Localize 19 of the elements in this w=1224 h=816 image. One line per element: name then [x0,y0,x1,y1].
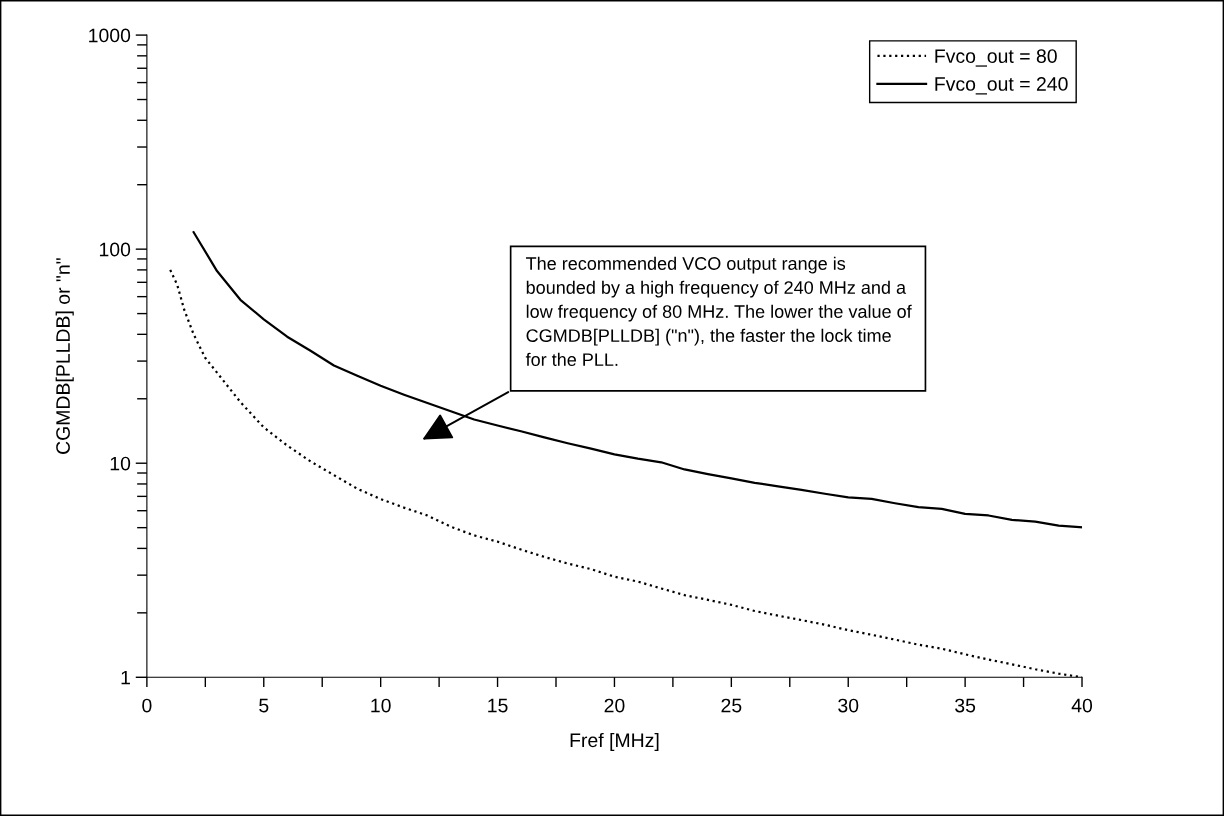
y-tick-label: 1 [121,670,130,685]
y-tick-label: 10 [110,456,131,471]
legend-label: Fvco_out = 240 [935,77,1068,95]
x-tick-label: 15 [488,698,508,713]
annotation: The recommended VCO output range is bounded by a high frequency of 240 MHz and a low frequency of 80 MHz. The lower the value of CGMDB[PLLDB] ("n"), the faster the lock time for the PLL. [525,256,912,367]
y-axis-title: CGMDB[PLLDB] or "n" [55,258,74,454]
x-tick-label: 35 [955,698,976,713]
x-tick-label: 0 [142,698,152,713]
legend-label: Fvco_out = 80 [935,49,1057,67]
y-tick-label: 100 [99,242,131,257]
y-tick-label: 1000 [89,28,131,43]
line-series [192,231,1083,529]
x-tick-label: 25 [721,698,742,713]
x-tick-label: 10 [371,698,391,713]
x-tick-label: 30 [838,698,859,713]
x-tick-label: 5 [259,698,269,713]
x-axis-title: Fref [MHz] [570,732,659,752]
x-tick-label: 40 [1071,698,1093,713]
x-tick-label: 20 [604,698,625,713]
